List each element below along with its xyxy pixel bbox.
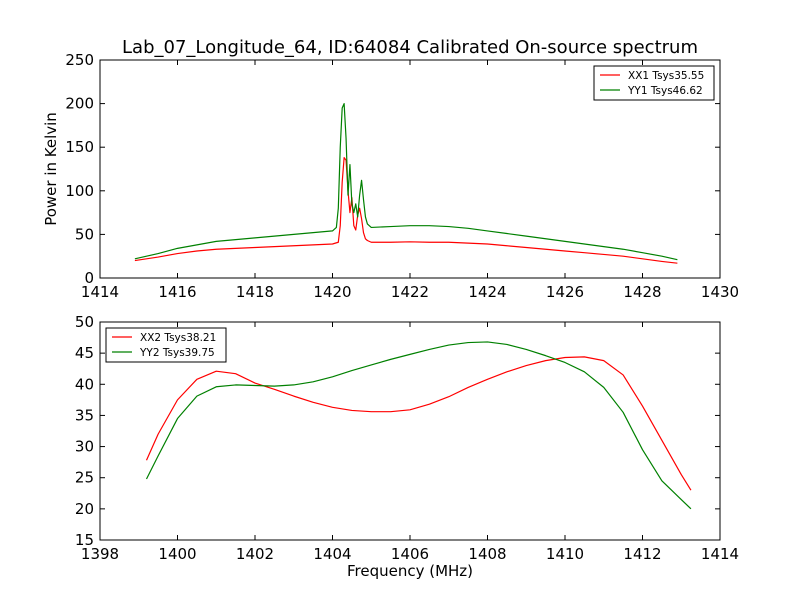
top-panel: 1414 1416 1418 1420 1422 1424 1426 1428 1430 0 50 1… <box>42 51 739 301</box>
x-tick-label: 1428 <box>623 283 661 301</box>
y-tick-label: 35 <box>75 406 94 424</box>
y-axis-label: Power in Kelvin <box>42 112 60 226</box>
y-tick-label: 30 <box>75 438 94 456</box>
legend-label-2: YY2 Tsys39.75 <box>139 347 215 359</box>
series-line-1 <box>145 356 692 491</box>
x-tick-label: 1426 <box>546 283 584 301</box>
series-line-2 <box>145 341 692 510</box>
x-axis-label: Frequency (MHz) <box>347 562 473 580</box>
legend-label-2: YY1 Tsys46.62 <box>627 85 703 97</box>
x-tick-label: 1400 <box>158 545 196 563</box>
x-tick-label: 1408 <box>468 545 506 563</box>
x-tick-label: 1416 <box>158 283 196 301</box>
x-tick-label: 1422 <box>391 283 429 301</box>
x-tick-label: 1398 <box>81 545 119 563</box>
y-tick-label: 100 <box>65 182 94 200</box>
y-tick-label: 45 <box>75 344 94 362</box>
x-tick-label: 1404 <box>313 545 351 563</box>
y-tick-label: 150 <box>65 138 94 156</box>
x-tick-label: 1412 <box>623 545 661 563</box>
y-tick-label: 50 <box>75 313 94 331</box>
x-tick-label: 1424 <box>468 283 506 301</box>
x-tick-label: 1410 <box>546 545 584 563</box>
y-tick-label: 40 <box>75 375 94 393</box>
x-tick-label: 1402 <box>236 545 274 563</box>
y-tick-label: 50 <box>75 225 94 243</box>
x-tick-label: 1414 <box>701 545 739 563</box>
legend-label-1: XX2 Tsys38.21 <box>140 332 216 344</box>
figure-title: Lab_07_Longitude_64, ID:64084 Calibrated… <box>122 37 698 58</box>
bottom-panel: 1398 1400 1402 1404 1406 1408 1410 1412 1414 15 20… <box>75 313 739 563</box>
y-tick-label: 200 <box>65 95 94 113</box>
y-tick-label: 250 <box>65 51 94 69</box>
y-tick-label: 0 <box>84 269 94 287</box>
x-tick-label: 1414 <box>81 283 119 301</box>
y-tick-label: 25 <box>75 469 94 487</box>
x-tick-label: 1420 <box>313 283 351 301</box>
y-tick-label: 20 <box>75 500 94 518</box>
series-line-2 <box>134 102 678 261</box>
x-tick-label: 1406 <box>391 545 429 563</box>
y-tick-label: 15 <box>75 531 94 549</box>
legend-box <box>593 65 715 101</box>
legend-label-1: XX1 Tsys35.55 <box>628 70 704 82</box>
legend-box <box>105 327 227 363</box>
x-tick-label: 1418 <box>236 283 274 301</box>
x-tick-label: 1430 <box>701 283 739 301</box>
